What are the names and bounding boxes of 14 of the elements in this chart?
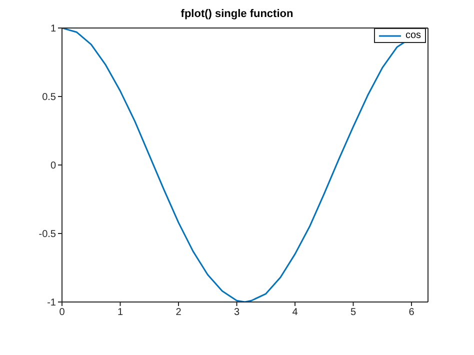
y-tick-label: 1: [50, 24, 56, 35]
chart-title: fplot() single function: [180, 8, 294, 20]
x-tick-label: 0: [59, 307, 66, 318]
x-tick-label: 5: [350, 307, 356, 318]
y-tick-label: 0.5: [42, 92, 56, 104]
x-tick-label: 6: [408, 307, 415, 318]
y-tick-label: -1: [47, 298, 56, 309]
x-tick-label: 2: [176, 307, 182, 318]
x-tick-label: 3: [234, 307, 240, 318]
x-tick-label: 1: [117, 307, 124, 318]
y-tick-label: -0.5: [38, 229, 56, 240]
legend-label: cos: [405, 30, 421, 41]
y-tick-label: 0: [50, 160, 56, 172]
x-tick-label: 4: [292, 307, 298, 318]
